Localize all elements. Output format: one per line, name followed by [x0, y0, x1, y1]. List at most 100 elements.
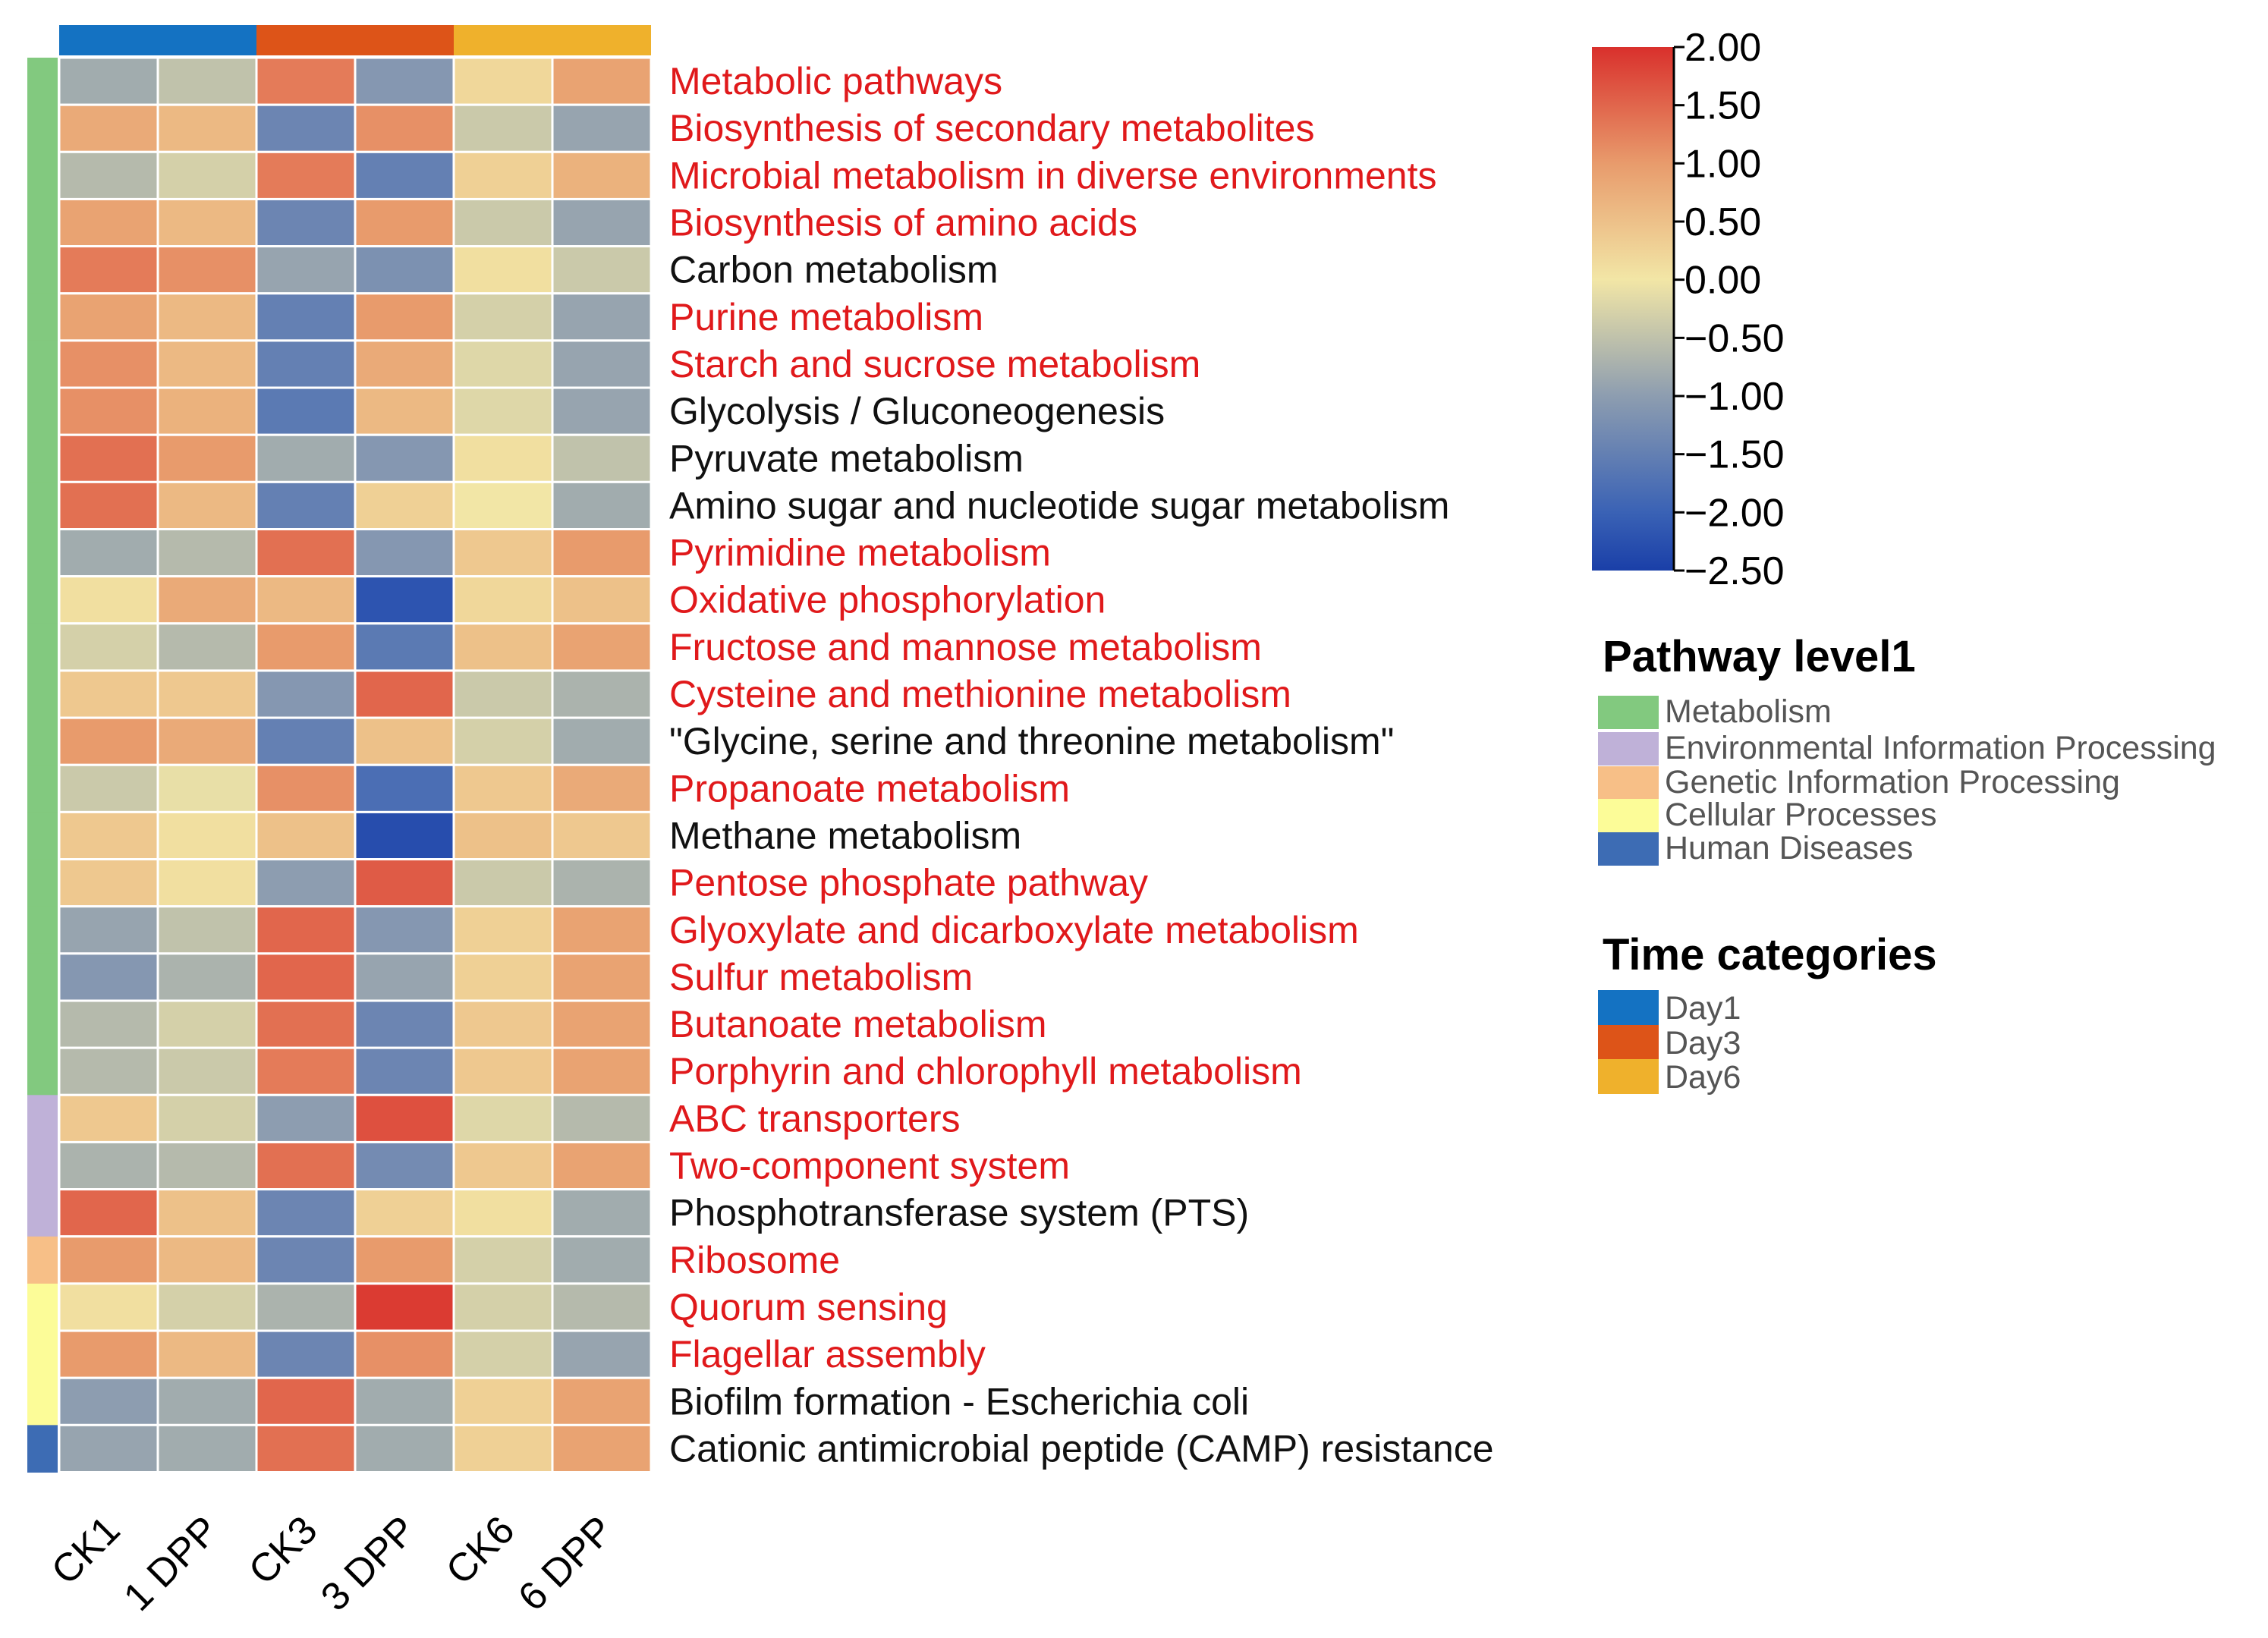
heatmap-cell: [452, 197, 554, 248]
pathway-bar-cell: [27, 1048, 58, 1096]
row-label: ABC transporters: [669, 1097, 960, 1140]
row-label: Starch and sucrose metabolism: [669, 343, 1200, 385]
row-label: Biosynthesis of secondary metabolites: [669, 107, 1314, 149]
pathway-category-bar: [27, 58, 58, 1473]
pathway-legend-swatch: [1598, 732, 1659, 766]
heatmap-cell: [156, 622, 258, 672]
colorbar-tick-label: 0.50: [1684, 200, 1761, 244]
heatmap-cell: [156, 339, 258, 389]
heatmap-cell: [354, 1376, 455, 1426]
time-bar-cell: [158, 25, 256, 55]
heatmap-cell: [452, 763, 554, 813]
heatmap-cell: [255, 1423, 357, 1473]
heatmap-cell: [452, 1282, 554, 1332]
heatmap-cell: [156, 103, 258, 153]
heatmap-cell: [255, 339, 357, 389]
time-bar-cell: [256, 25, 355, 55]
heatmap-cell: [156, 1188, 258, 1238]
heatmap-cell: [354, 56, 455, 106]
row-label: Glycolysis / Gluconeogenesis: [669, 390, 1165, 432]
heatmap-cell: [156, 433, 258, 483]
heatmap-cell: [255, 528, 357, 578]
heatmap-cell: [354, 763, 455, 813]
row-label: Oxidative phosphorylation: [669, 579, 1106, 621]
heatmap-cell: [255, 292, 357, 342]
heatmap-cell: [354, 386, 455, 436]
heatmap-cell: [58, 716, 159, 766]
heatmap-cell: [58, 433, 159, 483]
heatmap-cell: [551, 1188, 653, 1238]
row-label: Cationic antimicrobial peptide (CAMP) re…: [669, 1427, 1494, 1470]
color-scale-legend: 2.00 1.50 1.00 0.50 0.00 −0.50 −1.00 −1.50 −2.00…: [1592, 26, 1785, 593]
colorbar-tick-label: 2.00: [1684, 26, 1761, 70]
heatmap-cell: [156, 56, 258, 106]
pathway-legend-label: Human Diseases: [1665, 830, 1913, 866]
heatmap-cell: [156, 763, 258, 813]
heatmap-cell: [551, 999, 653, 1049]
heatmap-cell: [551, 1093, 653, 1143]
heatmap-cell: [354, 669, 455, 719]
pathway-legend-label: Cellular Processes: [1665, 797, 1936, 833]
heatmap-cell: [354, 480, 455, 530]
row-label: Quorum sensing: [669, 1286, 948, 1328]
heatmap-cell: [551, 669, 653, 719]
heatmap-cell: [156, 1376, 258, 1426]
heatmap-cell: [551, 1376, 653, 1426]
pathway-bar-cell: [27, 1189, 58, 1237]
heatmap-cell: [452, 1329, 554, 1379]
row-labels: Metabolic pathways Biosynthesis of second…: [669, 60, 1494, 1470]
heatmap-cell: [58, 197, 159, 248]
heatmap-cell: [255, 952, 357, 1002]
heatmap-cell: [452, 1140, 554, 1191]
heatmap-cell: [551, 386, 653, 436]
row-label: Flagellar assembly: [669, 1333, 986, 1375]
heatmap-cell: [354, 952, 455, 1002]
heatmap-cell: [255, 480, 357, 530]
heatmap-cell: [354, 575, 455, 625]
time-bar-cell: [355, 25, 454, 55]
column-label: 6 DPP: [510, 1508, 621, 1619]
heatmap-cell: [551, 716, 653, 766]
heatmap-cell: [551, 858, 653, 908]
heatmap-cell: [551, 1235, 653, 1285]
pathway-legend-title: Pathway level1: [1603, 632, 1916, 681]
heatmap-cell: [58, 905, 159, 955]
time-bar-cell: [552, 25, 651, 55]
time-bar-cell: [59, 25, 158, 55]
heatmap-cell: [452, 669, 554, 719]
heatmap-cell: [156, 1140, 258, 1191]
heatmap-cell: [156, 669, 258, 719]
heatmap-cell: [354, 905, 455, 955]
pathway-bar-cell: [27, 246, 58, 294]
time-bar-cell: [454, 25, 552, 55]
time-category-bar: [59, 25, 651, 55]
pathway-legend-label: Metabolism: [1665, 693, 1832, 730]
pathway-bar-cell: [27, 623, 58, 671]
time-legend-swatch: [1598, 1025, 1659, 1060]
pathway-bar-cell: [27, 576, 58, 624]
colorbar-tick-label: −2.00: [1684, 491, 1785, 535]
column-label: 3 DPP: [313, 1508, 424, 1619]
row-label: Phosphotransferase system (PTS): [669, 1192, 1249, 1234]
heatmap-cell: [58, 1376, 159, 1426]
heatmap-cell: [452, 292, 554, 342]
heatmap-cell: [58, 1423, 159, 1473]
heatmap-cell: [58, 480, 159, 530]
heatmap-cell: [452, 716, 554, 766]
heatmap-cell: [354, 622, 455, 672]
heatmap-cell: [354, 999, 455, 1049]
pathway-legend-swatch: [1598, 832, 1659, 866]
row-label: Sulfur metabolism: [669, 956, 973, 998]
heatmap-cell: [452, 1093, 554, 1143]
heatmap-cell: [452, 1235, 554, 1285]
heatmap-cell: [354, 292, 455, 342]
heatmap-cell: [255, 56, 357, 106]
heatmap-cell: [156, 245, 258, 295]
row-label: Butanoate metabolism: [669, 1003, 1047, 1045]
heatmap-cell: [156, 575, 258, 625]
heatmap-cell: [58, 669, 159, 719]
heatmap-cell: [452, 386, 554, 436]
heatmap-cell: [452, 1188, 554, 1238]
heatmap-cell: [255, 197, 357, 248]
